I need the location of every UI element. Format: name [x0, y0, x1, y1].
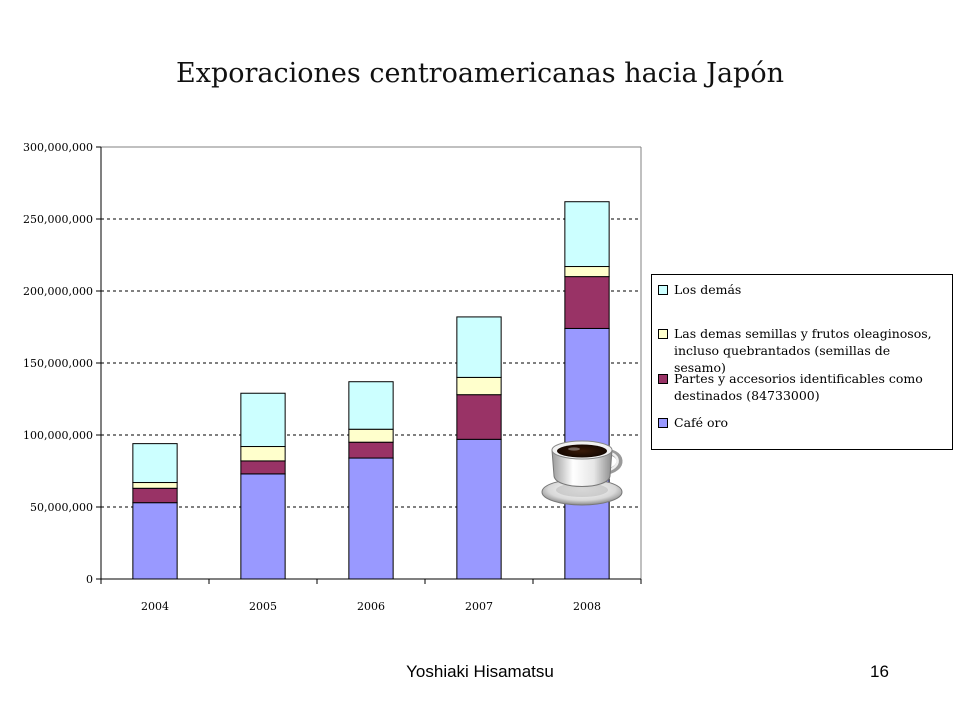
bar-2004-series-1: [132, 487, 178, 504]
x-tick-label: 2008: [573, 600, 601, 613]
legend-label: Partes y accesorios identificables como …: [674, 371, 923, 403]
bar-2006-series-2: [348, 428, 394, 443]
y-tick-label: 250,000,000: [23, 213, 93, 226]
bar-2005-series-3: [240, 392, 286, 448]
x-tick-label: 2004: [141, 600, 169, 613]
bar-2006-series-0: [348, 457, 394, 580]
footer-author: Yoshiaki Hisamatsu: [406, 662, 554, 681]
bar-2006-series-1: [348, 441, 394, 459]
y-tick-label: 50,000,000: [30, 501, 93, 514]
bar-2007-series-3: [456, 316, 502, 378]
x-tick-label: 2007: [465, 600, 493, 613]
bar-2004-series-2: [132, 482, 178, 489]
legend-label: Las demas semillas y frutos oleaginosos,…: [674, 326, 932, 375]
x-tick-label: 2005: [249, 600, 277, 613]
y-tick-label: 300,000,000: [23, 141, 93, 154]
y-tick-label: 100,000,000: [23, 429, 93, 442]
legend-swatch: [658, 374, 668, 384]
bar-2008-series-1: [564, 276, 610, 329]
bar-2005-series-2: [240, 446, 286, 462]
bar-2005-series-1: [240, 460, 286, 475]
coffee-cup-icon: [541, 440, 623, 506]
legend-swatch: [658, 329, 668, 339]
bar-2007-series-0: [456, 438, 502, 580]
bar-2006-series-3: [348, 381, 394, 430]
legend-label: Los demás: [674, 282, 742, 297]
legend-swatch: [658, 285, 668, 295]
bar-2008-series-2: [564, 266, 610, 278]
chart-title: Exporaciones centroamericanas hacia Japó…: [176, 58, 784, 89]
legend-label: Café oro: [674, 415, 729, 430]
bar-2007-series-1: [456, 394, 502, 440]
y-tick-label: 200,000,000: [23, 285, 93, 298]
legend-item-cafe-oro: Café oro: [658, 414, 944, 431]
legend-item-los-demas: Los demás: [658, 281, 944, 298]
legend-swatch: [658, 418, 668, 428]
y-tick-label: 150,000,000: [23, 357, 93, 370]
legend-item-semillas: Las demas semillas y frutos oleaginosos,…: [658, 325, 944, 376]
x-tick-label: 2006: [357, 600, 385, 613]
y-tick-label: 0: [86, 573, 93, 586]
page-number: 16: [870, 662, 889, 681]
bar-2005-series-0: [240, 473, 286, 580]
chart-legend: Los demás Las demas semillas y frutos ol…: [651, 274, 953, 450]
bar-2008-series-3: [564, 201, 610, 268]
bar-2004-series-0: [132, 502, 178, 580]
bar-2004-series-3: [132, 443, 178, 484]
legend-item-partes: Partes y accesorios identificables como …: [658, 370, 944, 404]
bar-2007-series-2: [456, 376, 502, 396]
